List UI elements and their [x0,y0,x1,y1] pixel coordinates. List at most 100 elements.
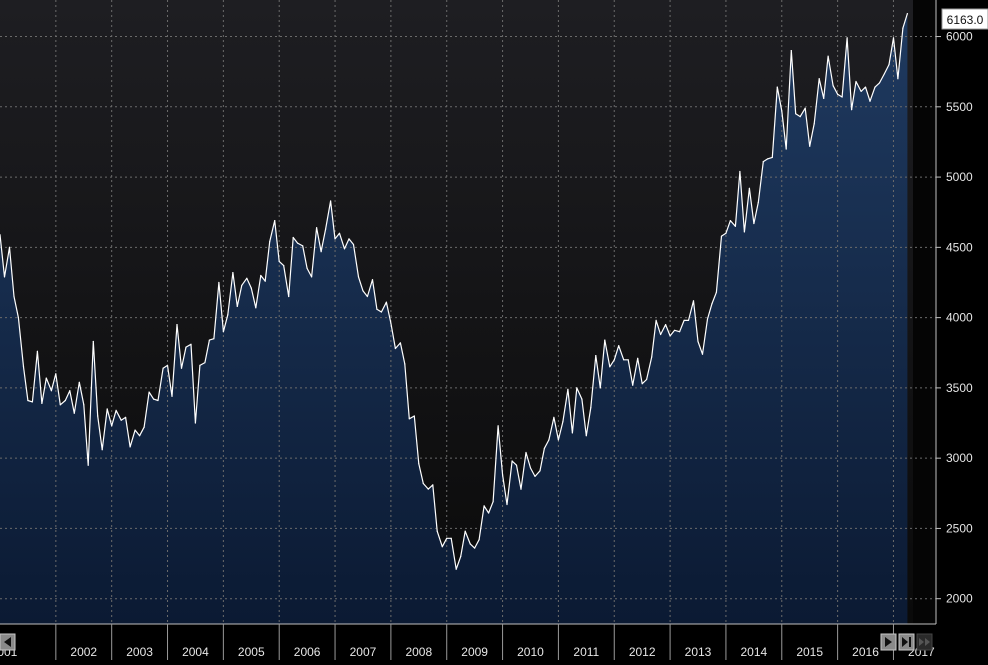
skip-end-icon [902,637,911,647]
scroll-left-button[interactable] [0,633,16,651]
data-point [241,284,243,286]
data-point [157,399,159,402]
x-tick-label: 2005 [238,645,265,659]
data-point [69,390,71,392]
fast-forward-button[interactable] [916,633,933,651]
data-point [302,245,304,247]
data-point [292,236,294,239]
data-point [502,474,504,476]
data-point [283,265,285,267]
data-point [180,367,183,369]
data-point [413,415,415,417]
x-tick-label: 2008 [405,645,432,659]
data-point [427,488,429,490]
data-point [841,96,843,98]
data-point [50,390,53,392]
data-point [162,367,164,369]
data-point [878,82,881,84]
data-point [371,279,374,281]
x-tick-label: 2007 [350,645,377,659]
y-tick-label: 5500 [946,100,973,114]
data-point [22,366,25,368]
data-point [125,416,127,418]
data-point [660,333,662,336]
data-point [264,280,266,282]
data-point [176,324,178,326]
data-point [748,187,751,189]
x-tick-label: 2015 [796,645,823,659]
data-point [525,451,527,454]
data-point [618,345,620,347]
data-point [153,398,155,400]
data-point [855,80,857,83]
data-point [506,503,508,506]
data-point [27,399,29,402]
data-point [362,290,364,292]
series-line [0,13,908,570]
fast-forward-icon [919,638,930,646]
data-point [492,501,494,503]
jump-to-end-button[interactable] [898,633,915,651]
data-point [208,339,210,341]
data-point [441,546,443,548]
data-point [278,260,280,262]
data-point [823,97,825,99]
data-point [883,73,885,76]
x-tick-label: 2014 [741,645,768,659]
data-point [92,340,94,343]
data-point [483,505,485,507]
y-tick-label: 4000 [946,311,973,325]
data-point [632,384,634,386]
data-point [888,64,890,66]
data-point [799,116,801,118]
x-tick-label: 2016 [852,645,879,659]
x-tick-label: 2011 [573,645,599,659]
last-value-label: 6163.0 [947,13,984,27]
data-point [762,161,764,163]
data-point [464,530,466,532]
data-point [432,484,434,486]
data-point [13,295,15,298]
data-point [106,408,108,410]
scroll-right-button[interactable] [880,633,897,651]
data-point [827,55,829,57]
data-point [897,78,899,80]
data-point [436,530,438,532]
data-point [306,267,308,269]
data-point [488,512,490,514]
data-point [613,359,615,361]
data-point [185,346,187,348]
data-point [232,272,234,274]
data-point [511,460,513,462]
data-point [534,475,536,477]
data-point [837,93,839,95]
data-point [804,107,806,109]
data-point [399,342,401,344]
data-point [771,156,773,158]
data-point [860,90,862,92]
data-point [646,378,648,381]
data-point [892,37,895,39]
data-point [785,148,787,150]
data-point [669,335,671,337]
data-point [320,251,322,253]
data-point [665,324,667,326]
data-point [31,401,33,403]
data-point [627,359,629,361]
data-point [17,317,19,319]
data-point [260,274,262,277]
data-point [906,13,909,15]
x-tick-label: 2013 [685,645,712,659]
data-point [334,238,336,240]
x-tick-label: 2010 [517,645,544,659]
data-point [795,113,797,115]
y-tick-label: 3000 [946,451,973,465]
data-point [227,314,229,316]
data-point [469,543,471,545]
triangle-right-icon [885,637,892,647]
data-point [338,232,341,234]
data-point [590,407,592,409]
x-tick-label: 2004 [182,645,209,659]
data-point [366,295,368,298]
data-point [45,377,47,379]
